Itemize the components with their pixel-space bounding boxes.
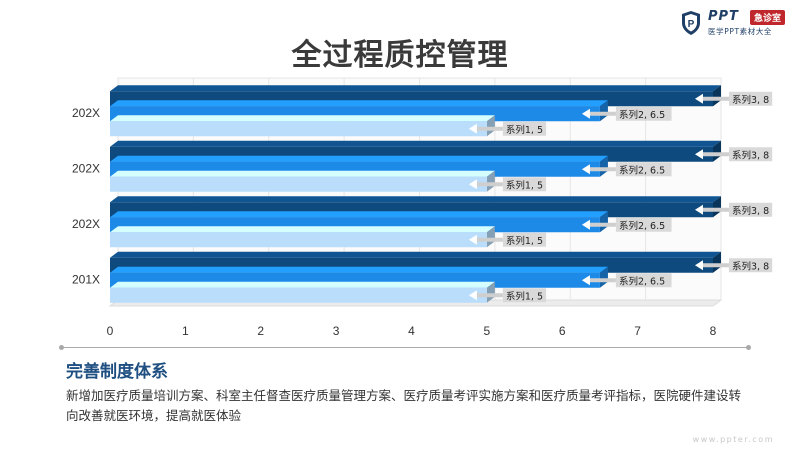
bar-top-face bbox=[110, 140, 721, 147]
x-tick-label: 4 bbox=[408, 324, 415, 338]
bar-top-face bbox=[110, 100, 608, 107]
data-label-box bbox=[615, 162, 672, 177]
shield-logo-icon: P bbox=[682, 11, 700, 35]
section-text: 新增加医疗质量培训方案、科室主任督查医疗质量管理方案、医疗质量考评实施方案和医疗… bbox=[66, 388, 742, 423]
data-label-arrow bbox=[468, 123, 477, 134]
bar-top-face bbox=[110, 211, 608, 218]
data-label-box bbox=[729, 258, 773, 273]
x-tick-label: 6 bbox=[559, 324, 566, 338]
bar-side-face bbox=[599, 100, 608, 122]
data-label: 系列3, 8 bbox=[732, 149, 769, 161]
bar bbox=[110, 232, 487, 248]
bar-top-face bbox=[110, 155, 608, 162]
data-label-arrow bbox=[581, 164, 590, 175]
x-tick-label: 2 bbox=[257, 324, 264, 338]
data-label: 系列2, 6.5 bbox=[619, 109, 665, 121]
bar-side-face bbox=[713, 85, 721, 107]
bar-top-face bbox=[110, 170, 495, 177]
x-tick-label: 8 bbox=[710, 324, 717, 338]
data-label-box bbox=[615, 106, 672, 121]
data-label: 系列2, 6.5 bbox=[619, 164, 665, 176]
divider bbox=[59, 345, 751, 350]
data-label-arrow bbox=[581, 108, 590, 119]
data-label-arrow bbox=[695, 149, 703, 160]
bar-top-face bbox=[110, 251, 721, 258]
bar-side-face bbox=[599, 266, 608, 288]
watermark: www.ppter.com bbox=[692, 435, 774, 444]
data-label: 系列3, 8 bbox=[732, 205, 769, 217]
bar-top-face bbox=[110, 85, 721, 92]
x-tick-label: 7 bbox=[634, 324, 641, 338]
data-label-box bbox=[615, 217, 672, 232]
bar bbox=[110, 176, 487, 192]
svg-text:P: P bbox=[688, 19, 695, 30]
x-tick-label: 5 bbox=[484, 324, 491, 338]
y-category-label: 202X bbox=[72, 106, 100, 120]
bar bbox=[110, 121, 487, 137]
bar-top-face bbox=[110, 226, 495, 233]
data-label-arrow bbox=[695, 93, 703, 104]
data-label-arrow bbox=[468, 290, 477, 301]
data-label-arrow bbox=[695, 204, 703, 215]
logo-badge: 急诊室 bbox=[750, 10, 786, 25]
data-label-box bbox=[729, 202, 773, 217]
page-title: 全过程质控管理 bbox=[291, 38, 509, 73]
bar-side-face bbox=[599, 211, 608, 233]
data-label-box bbox=[502, 288, 547, 303]
bar-side-face bbox=[486, 170, 495, 192]
bar-top-face bbox=[110, 115, 495, 122]
data-label-arrow bbox=[468, 179, 477, 190]
logo: P PPT 急诊室 医学PPT素材大全 bbox=[680, 8, 792, 38]
bar-side-face bbox=[713, 140, 721, 162]
bar-side-face bbox=[486, 281, 495, 303]
y-category-label: 201X bbox=[72, 272, 100, 286]
bar-top-face bbox=[110, 266, 608, 273]
data-label-box bbox=[615, 273, 672, 288]
logo-brand: PPT bbox=[708, 9, 739, 24]
logo-subtitle: 医学PPT素材大全 bbox=[708, 27, 773, 36]
data-label: 系列1, 5 bbox=[506, 179, 543, 191]
bar-top-face bbox=[110, 196, 721, 203]
bar-side-face bbox=[599, 155, 608, 177]
x-tick-label: 3 bbox=[333, 324, 340, 338]
bar-side-face bbox=[713, 251, 721, 273]
data-label: 系列2, 6.5 bbox=[619, 220, 665, 232]
data-label-arrow bbox=[581, 275, 590, 286]
data-label-arrow bbox=[695, 260, 703, 271]
bar bbox=[110, 287, 487, 303]
data-label: 系列3, 8 bbox=[732, 260, 769, 272]
section-title: 完善制度体系 bbox=[66, 362, 168, 382]
data-label: 系列1, 5 bbox=[506, 235, 543, 247]
x-tick-label: 0 bbox=[107, 324, 114, 338]
bar-chart: 0 1 2 3 4 5 6 7 8 201X 系列3, 8 系列2, 6.5 系列1, 5 202X 系列3… bbox=[72, 77, 773, 338]
data-label-box bbox=[502, 232, 547, 247]
data-label-arrow bbox=[581, 219, 590, 230]
data-label-box bbox=[729, 91, 773, 106]
data-label-arrow bbox=[468, 234, 477, 245]
data-label-box bbox=[502, 177, 547, 192]
data-label: 系列1, 5 bbox=[506, 124, 543, 136]
data-label-box bbox=[729, 147, 773, 162]
data-label: 系列2, 6.5 bbox=[619, 275, 665, 287]
data-label: 系列3, 8 bbox=[732, 94, 769, 106]
data-label-box bbox=[502, 121, 547, 136]
y-category-label: 202X bbox=[72, 161, 100, 175]
bar-side-face bbox=[713, 196, 721, 218]
bar-side-face bbox=[486, 226, 495, 248]
y-category-label: 202X bbox=[72, 217, 100, 231]
data-label: 系列1, 5 bbox=[506, 290, 543, 302]
bar-side-face bbox=[486, 115, 495, 137]
bar-top-face bbox=[110, 281, 495, 288]
x-tick-label: 1 bbox=[182, 324, 189, 338]
